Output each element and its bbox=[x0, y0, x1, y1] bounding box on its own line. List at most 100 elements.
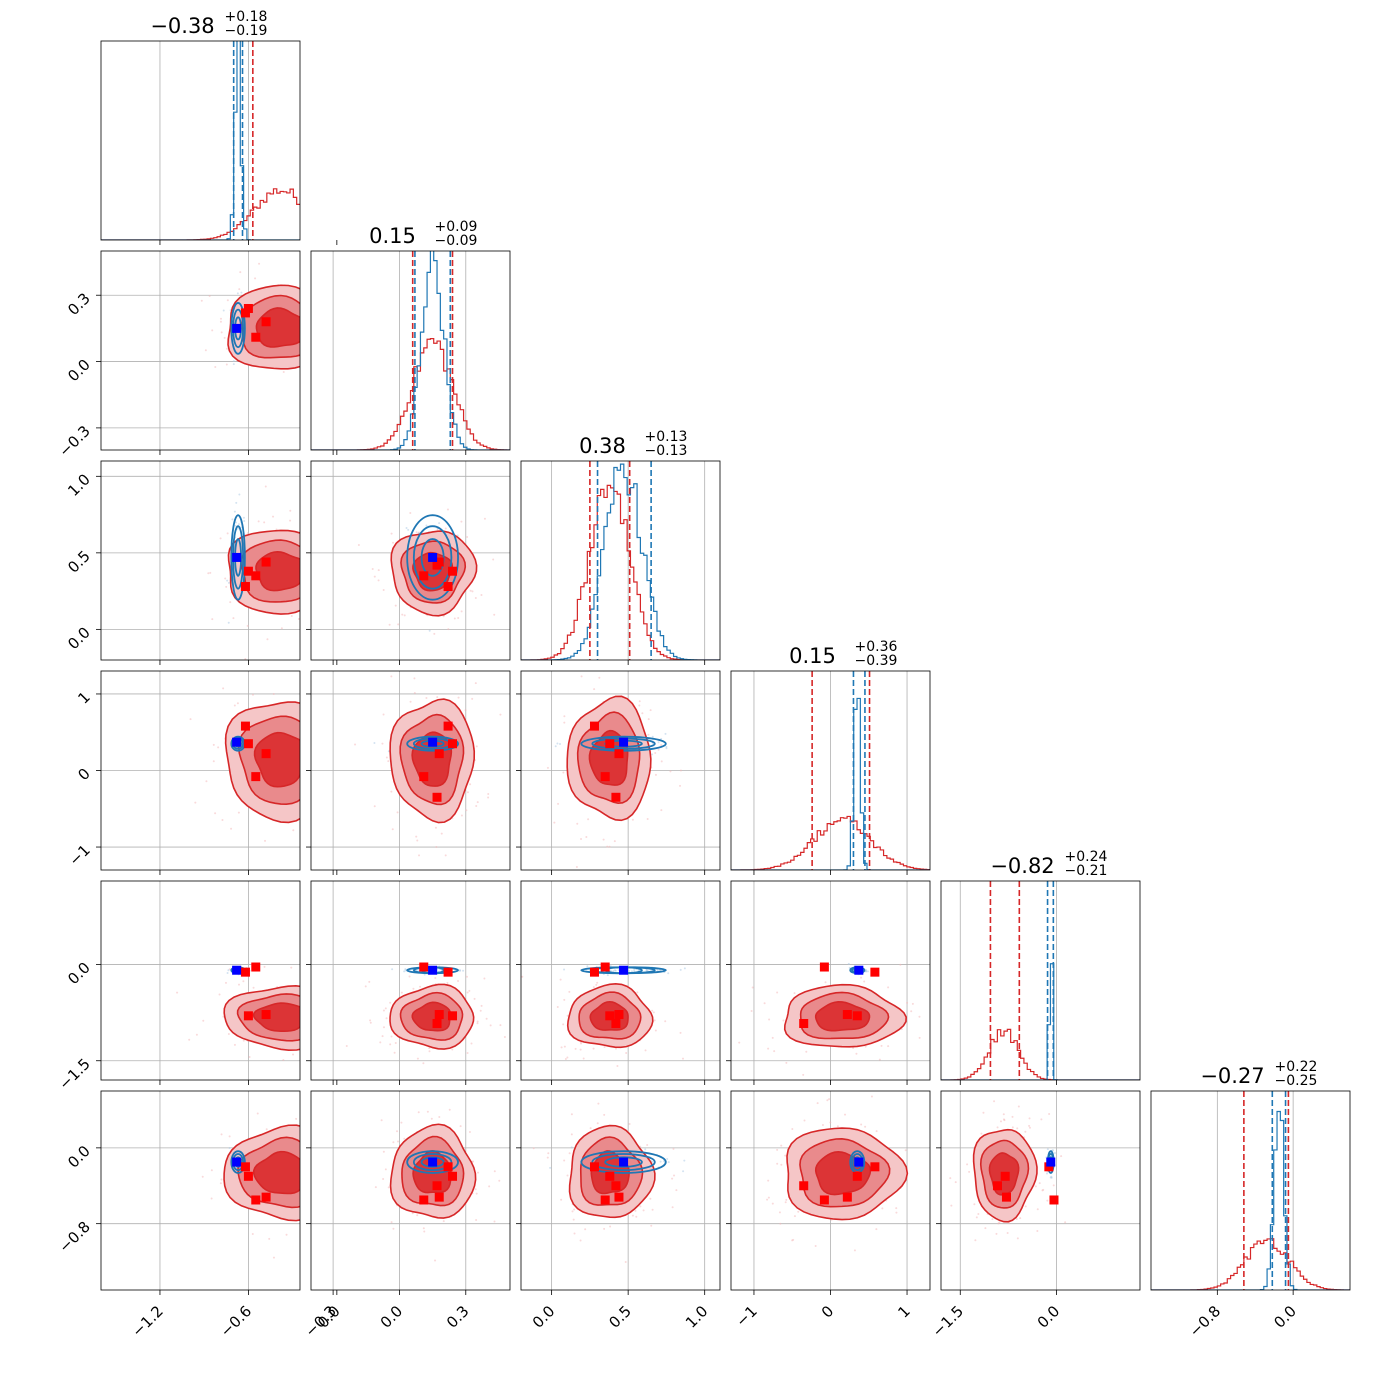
red-marker bbox=[419, 571, 429, 581]
red-sample-dot bbox=[918, 1015, 921, 1018]
panel-frame bbox=[310, 250, 511, 451]
blue-sample-dot bbox=[665, 745, 668, 748]
blue-sample-dot bbox=[559, 743, 562, 746]
red-sample-dot bbox=[303, 762, 305, 764]
blue-histogram bbox=[311, 251, 510, 450]
red-sample-dot bbox=[316, 345, 318, 347]
red-sample-dot bbox=[208, 295, 211, 297]
red-sample-dot bbox=[314, 727, 316, 729]
red-sample-dot bbox=[738, 1041, 741, 1044]
red-sample-dot bbox=[308, 817, 310, 819]
red-sample-dot bbox=[644, 1049, 647, 1052]
red-sample-dot bbox=[438, 1115, 441, 1118]
red-marker bbox=[434, 749, 444, 759]
red-sample-dot bbox=[444, 854, 447, 857]
red-sample-dot bbox=[479, 1009, 482, 1012]
red-sample-dot bbox=[308, 1211, 310, 1213]
red-sample-dot bbox=[329, 707, 331, 709]
red-sample-dot bbox=[651, 1208, 654, 1211]
red-sample-dot bbox=[592, 1047, 595, 1050]
red-sample-dot bbox=[358, 1020, 360, 1022]
red-sample-dot bbox=[400, 1121, 403, 1124]
red-sample-dot bbox=[660, 809, 663, 812]
red-sample-dot bbox=[351, 1016, 353, 1018]
red-sample-dot bbox=[312, 333, 314, 335]
red-sample-dot bbox=[382, 713, 385, 716]
red-marker bbox=[870, 1162, 880, 1172]
red-sample-dot bbox=[252, 986, 255, 989]
red-sample-dot bbox=[836, 1125, 839, 1128]
red-sample-dot bbox=[557, 802, 560, 805]
red-sample-dot bbox=[562, 1023, 565, 1026]
red-sample-dot bbox=[671, 1206, 674, 1209]
blue-sample-dot bbox=[222, 309, 225, 312]
red-sample-dot bbox=[417, 1111, 420, 1114]
red-sample-dot bbox=[352, 993, 354, 995]
param-title-4: −0.82 bbox=[990, 854, 1054, 878]
red-sample-dot bbox=[566, 1014, 569, 1017]
red-sample-dot bbox=[570, 1113, 573, 1116]
red-sample-dot bbox=[330, 289, 332, 291]
red-sample-dot bbox=[1038, 1182, 1041, 1185]
red-sample-dot bbox=[608, 845, 611, 848]
truth-marker bbox=[428, 965, 438, 975]
red-sample-dot bbox=[566, 1174, 569, 1177]
red-sample-dot bbox=[681, 1057, 684, 1060]
red-sample-dot bbox=[305, 1022, 307, 1024]
red-sample-dot bbox=[476, 1020, 479, 1023]
red-sample-dot bbox=[844, 1113, 847, 1116]
red-sample-dot bbox=[212, 760, 215, 763]
red-sample-dot bbox=[320, 779, 322, 781]
red-sample-dot bbox=[314, 575, 316, 577]
red-sample-dot bbox=[329, 805, 331, 807]
red-marker bbox=[819, 1195, 829, 1205]
blue-sample-dot bbox=[651, 735, 654, 738]
red-sample-dot bbox=[224, 577, 227, 580]
red-sample-dot bbox=[344, 717, 346, 719]
red-sample-dot bbox=[258, 262, 261, 265]
red-sample-dot bbox=[339, 1157, 341, 1159]
red-sample-dot bbox=[272, 693, 275, 695]
red-sample-dot bbox=[340, 783, 342, 785]
red-histogram bbox=[311, 337, 510, 450]
red-sample-dot bbox=[309, 1154, 311, 1156]
param-title-minus-2: −0.13 bbox=[645, 443, 688, 459]
red-sample-dot bbox=[580, 837, 583, 840]
red-sample-dot bbox=[313, 809, 315, 811]
panel-frame bbox=[100, 1090, 301, 1291]
red-sample-dot bbox=[771, 1036, 774, 1039]
blue-sample-dot bbox=[679, 968, 682, 971]
red-sample-dot bbox=[784, 1201, 787, 1204]
blue-contour-level-1 bbox=[604, 1156, 643, 1168]
blue-sample-dot bbox=[659, 1160, 662, 1163]
red-sample-dot bbox=[657, 748, 660, 751]
red-marker bbox=[243, 1011, 253, 1021]
param-title-plus-4: +0.24 bbox=[1065, 849, 1108, 865]
red-sample-dot bbox=[881, 1207, 884, 1210]
red-sample-dot bbox=[225, 585, 228, 588]
red-sample-dot bbox=[336, 566, 338, 568]
red-sample-dot bbox=[652, 1011, 655, 1014]
panel-frame bbox=[310, 460, 511, 661]
panel-1-0 bbox=[101, 251, 332, 450]
red-sample-dot bbox=[418, 854, 421, 857]
red-sample-dot bbox=[938, 1017, 940, 1019]
red-sample-dot bbox=[272, 515, 275, 518]
red-sample-dot bbox=[400, 991, 403, 994]
red-marker bbox=[842, 1192, 852, 1202]
red-sample-dot bbox=[311, 1151, 313, 1153]
red-sample-dot bbox=[302, 288, 304, 290]
red-marker bbox=[819, 962, 829, 972]
red-marker bbox=[600, 962, 610, 972]
red-sample-dot bbox=[219, 317, 222, 320]
red-sample-dot bbox=[389, 1043, 392, 1046]
red-marker bbox=[443, 721, 453, 731]
x-tick-label: −1 bbox=[732, 1302, 760, 1330]
blue-sample-dot bbox=[234, 524, 237, 527]
blue-sample-dot bbox=[666, 1157, 669, 1160]
red-marker bbox=[842, 1010, 852, 1020]
red-sample-dot bbox=[387, 760, 390, 763]
red-sample-dot bbox=[195, 1033, 198, 1036]
blue-sample-dot bbox=[236, 292, 239, 295]
param-title-3: 0.15 bbox=[789, 644, 836, 668]
